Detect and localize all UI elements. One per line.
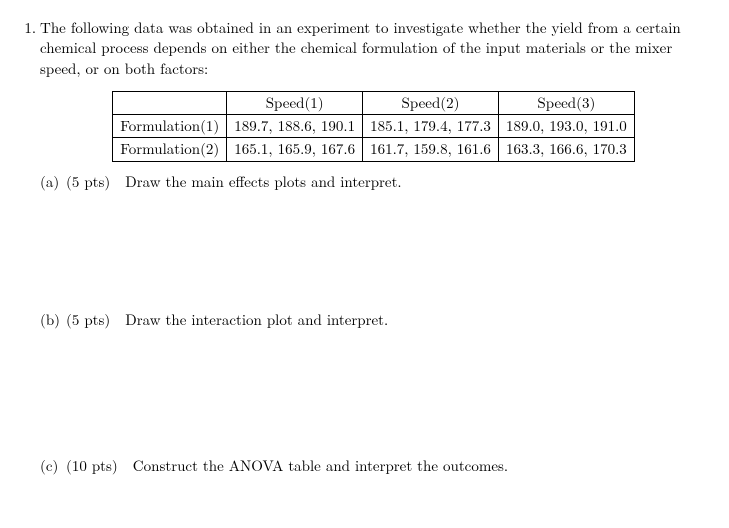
part-prompt: Draw the interaction plot and interpret. — [125, 309, 388, 330]
problem-number: 1. — [12, 18, 40, 476]
part-label: (b) — [40, 310, 66, 330]
table-cell: 163.3, 166.6, 170.3 — [498, 138, 634, 161]
table-header-cell: Speed(3) — [498, 91, 634, 114]
workspace-a — [40, 192, 707, 302]
table-cell: 165.1, 165.9, 167.6 — [227, 138, 363, 161]
part-points: (5 pts) — [66, 309, 110, 330]
problem-body: The following data was obtained in an ex… — [40, 18, 707, 476]
table-cell: 161.7, 159.8, 161.6 — [363, 138, 499, 161]
table-cell: 189.0, 193.0, 191.0 — [498, 115, 634, 138]
part-c: (c) (10 pts) Construct the ANOVA table a… — [40, 456, 707, 476]
row-label: Formulation(1) — [113, 115, 227, 138]
part-points: (10 pts) — [66, 455, 118, 476]
table-header-cell: Speed(1) — [227, 91, 363, 114]
table-cell: 185.1, 179.4, 177.3 — [363, 115, 499, 138]
table-row: Formulation(1) 189.7, 188.6, 190.1 185.1… — [113, 115, 635, 138]
row-label: Formulation(2) — [113, 138, 227, 161]
part-prompt: Draw the main effects plots and interpre… — [125, 171, 401, 192]
part-label: (c) — [40, 456, 66, 476]
part-points: (5 pts) — [66, 171, 110, 192]
table-header-cell — [113, 91, 227, 114]
problem: 1. The following data was obtained in an… — [12, 18, 707, 476]
part-label: (a) — [40, 172, 66, 192]
part-prompt: Construct the ANOVA table and interpret … — [133, 455, 508, 476]
data-table: Speed(1) Speed(2) Speed(3) Formulation(1… — [112, 91, 635, 162]
part-b: (b) (5 pts) Draw the interaction plot an… — [40, 310, 707, 330]
table-cell: 189.7, 188.6, 190.1 — [227, 115, 363, 138]
problem-intro: The following data was obtained in an ex… — [40, 18, 707, 79]
table-header-cell: Speed(2) — [363, 91, 499, 114]
workspace-b — [40, 330, 707, 448]
table-header-row: Speed(1) Speed(2) Speed(3) — [113, 91, 635, 114]
table-row: Formulation(2) 165.1, 165.9, 167.6 161.7… — [113, 138, 635, 161]
part-a: (a) (5 pts) Draw the main effects plots … — [40, 172, 707, 192]
part-c-text: (10 pts) Construct the ANOVA table and i… — [66, 456, 508, 476]
part-a-text: (5 pts) Draw the main effects plots and … — [66, 172, 402, 192]
part-b-text: (5 pts) Draw the interaction plot and in… — [66, 310, 388, 330]
